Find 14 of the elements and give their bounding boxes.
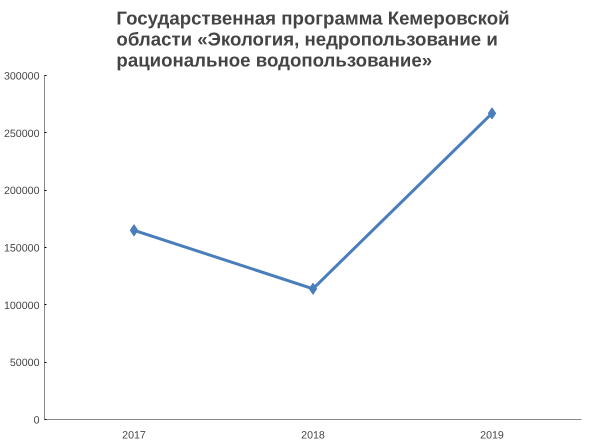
- x-tick-label: 2017: [122, 430, 146, 441]
- point: [130, 224, 138, 236]
- point: [488, 107, 496, 120]
- y-tick-label: 50000: [10, 357, 40, 370]
- y-tick-label: 0: [34, 414, 40, 426]
- point: [308, 282, 318, 295]
- y-tick-label: 300000: [4, 70, 40, 82]
- y-tick-label: 200000: [4, 185, 40, 198]
- y-tick-label: 100000: [4, 300, 40, 312]
- y-tick-label: 250000: [4, 128, 40, 140]
- chart-title: Государственная программа Кемеровской области «Экология, недропользование и рациональное водопользование»: [116, 8, 510, 70]
- y-tick-label: 150000: [4, 242, 40, 254]
- x-tick-label: 2018: [301, 430, 325, 441]
- x-tick-label: 2019: [480, 430, 504, 441]
